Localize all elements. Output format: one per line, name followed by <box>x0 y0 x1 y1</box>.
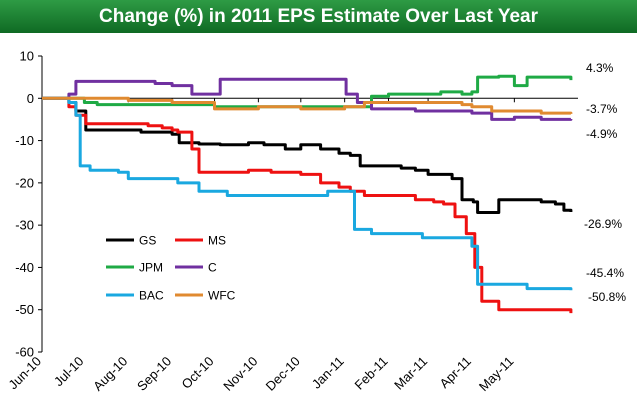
y-tick-label: 10 <box>20 49 34 64</box>
y-tick-label: -10 <box>15 133 34 148</box>
x-tick-label: May-11 <box>476 354 517 395</box>
y-tick-label: -30 <box>15 218 34 233</box>
legend-label-jpm: JPM <box>139 261 163 275</box>
y-tick-label: 0 <box>27 91 34 106</box>
x-tick-label: Aug-10 <box>90 354 130 394</box>
series-line-ms <box>42 96 573 314</box>
end-label-wfc: -3.7% <box>586 102 618 116</box>
series-line-jpm <box>42 74 573 109</box>
x-tick-label: Dec-10 <box>263 354 303 394</box>
x-tick-label: Jul-10 <box>51 354 87 390</box>
end-label-bac: -45.4% <box>586 266 624 280</box>
y-tick-label: -50 <box>15 302 34 317</box>
series-line-wfc <box>42 96 573 115</box>
legend-label-bac: BAC <box>139 289 164 303</box>
series-line-gs <box>42 96 573 214</box>
x-tick-label: Mar-11 <box>391 354 430 393</box>
end-label-gs: -26.9% <box>584 217 622 231</box>
legend-label-wfc: WFC <box>208 289 236 303</box>
end-label-jpm: 4.3% <box>586 61 614 75</box>
x-tick-label: Sep-10 <box>134 354 174 394</box>
x-tick-label: Apr-11 <box>437 354 475 392</box>
series-line-bac <box>42 96 573 291</box>
legend-label-gs: GS <box>139 234 156 248</box>
legend-label-ms: MS <box>208 234 226 248</box>
series-line-c <box>42 77 573 121</box>
chart-title: Change (%) in 2011 EPS Estimate Over Las… <box>0 0 637 33</box>
x-tick-label: Nov-10 <box>220 354 260 394</box>
y-tick-label: -60 <box>15 345 34 360</box>
x-tick-label: Jan-11 <box>309 354 347 392</box>
x-tick-label: Feb-11 <box>352 354 391 393</box>
y-tick-label: -40 <box>15 260 34 275</box>
end-label-ms: -50.8% <box>588 290 626 304</box>
legend-label-c: C <box>208 261 217 275</box>
x-tick-label: Oct-10 <box>178 354 216 392</box>
end-label-c: -4.9% <box>586 127 618 141</box>
y-tick-label: -20 <box>15 175 34 190</box>
